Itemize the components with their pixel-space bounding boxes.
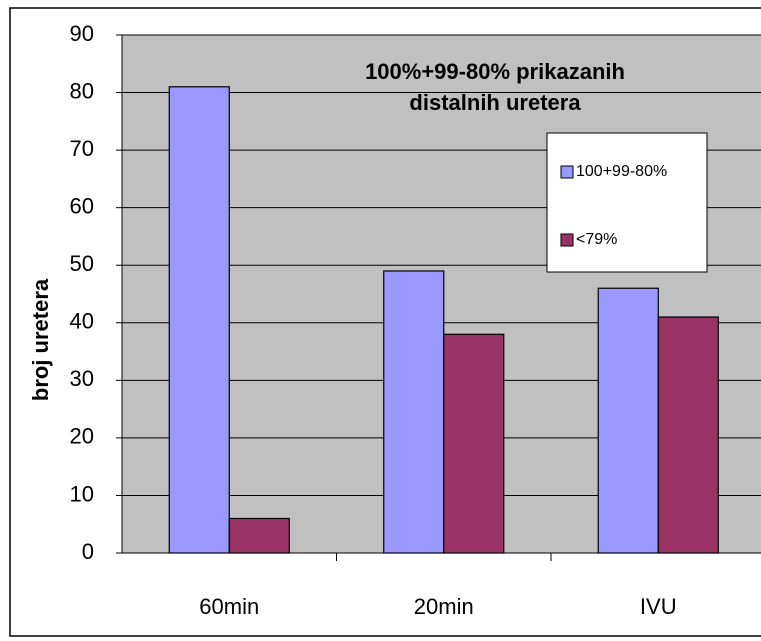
- y-tick-label: 10: [70, 481, 94, 506]
- bar: [597, 287, 659, 554]
- bar: [228, 517, 290, 554]
- y-axis-label: broj uretera: [28, 278, 53, 401]
- y-tick-label: 30: [70, 366, 94, 391]
- legend-label: <79%: [576, 231, 617, 248]
- bar: [443, 333, 505, 554]
- chart-title: 100%+99-80% prikazanih distalnih uretera: [365, 59, 625, 115]
- bar: [383, 270, 445, 554]
- y-tick-label: 50: [70, 251, 94, 276]
- bar: [657, 316, 719, 554]
- y-tick-label: 60: [70, 193, 94, 218]
- y-tick-label: 0: [82, 539, 94, 564]
- x-tick-label: IVU: [640, 594, 677, 619]
- y-tick-label: 70: [70, 136, 94, 161]
- legend-swatch: [560, 165, 574, 179]
- legend-label: 100+99-80%: [576, 163, 667, 180]
- legend-box: [546, 132, 708, 273]
- y-tick-label: 90: [70, 21, 94, 46]
- legend-swatch: [560, 233, 574, 247]
- x-tick-label: 20min: [414, 594, 474, 619]
- bar: [168, 86, 230, 554]
- y-tick-label: 20: [70, 424, 94, 449]
- x-tick-label: 60min: [199, 594, 259, 619]
- y-tick-label: 40: [70, 309, 94, 334]
- y-tick-label: 80: [70, 78, 94, 103]
